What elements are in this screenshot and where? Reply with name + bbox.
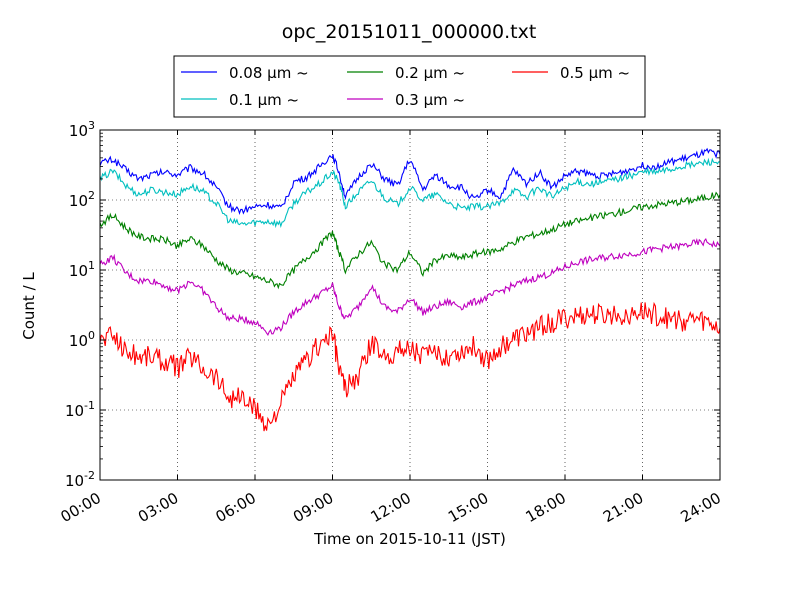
y-tick-label: 100 (69, 329, 95, 350)
series-line-2 (99, 191, 721, 290)
chart-title: opc_20151011_000000.txt (282, 21, 537, 43)
y-tick-label: 10-2 (65, 469, 95, 490)
x-axis-label: Time on 2015-10-11 (JST) (313, 530, 506, 548)
legend-label: 0.1 μm ~ (229, 91, 299, 109)
legend-label: 0.2 μm ~ (395, 64, 465, 82)
legend: 0.08 μm ~ 0.1 μm ~ 0.2 μm ~ 0.3 μm ~ 0.5 μm … (173, 55, 646, 118)
series-line-0 (99, 147, 721, 215)
y-axis-label: Count / L (20, 272, 38, 340)
series-line-3 (99, 237, 721, 337)
y-tick-label: 102 (69, 189, 95, 210)
y-tick-label: 103 (69, 119, 95, 140)
series-line-4 (99, 301, 721, 432)
series-line-1 (99, 157, 721, 229)
y-tick-label: 10-1 (65, 399, 95, 420)
legend-label: 0.5 μm ~ (560, 64, 630, 82)
legend-label: 0.3 μm ~ (395, 91, 465, 109)
y-tick-label: 101 (69, 259, 95, 280)
legend-label: 0.08 μm ~ (229, 64, 309, 82)
legend-box (173, 55, 646, 118)
